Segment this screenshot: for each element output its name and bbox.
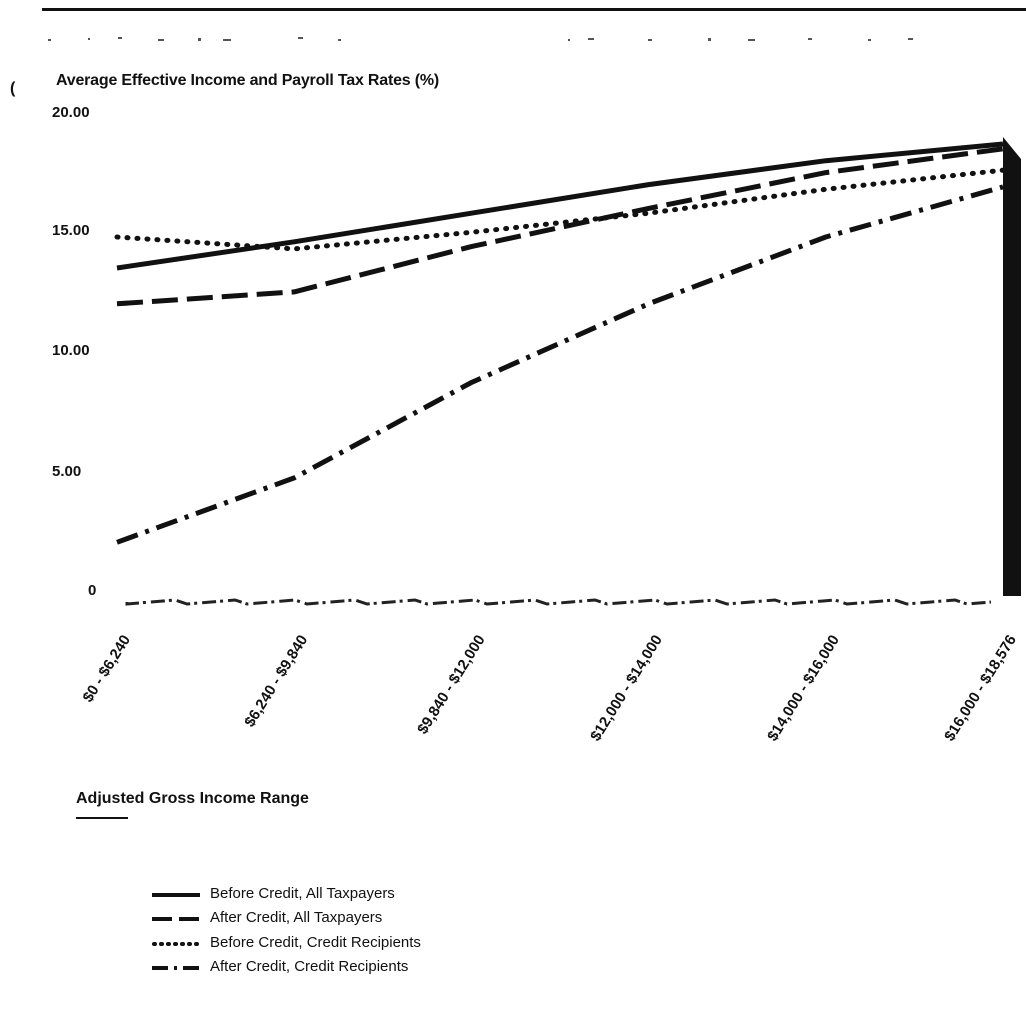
legend-swatch-dotted xyxy=(152,942,202,946)
y-tick-label: 20.00 xyxy=(52,104,90,121)
y-tick-label: 0 xyxy=(88,582,97,599)
legend-swatch-dashdot xyxy=(152,966,200,970)
line-chart xyxy=(114,137,1021,606)
legend-swatch-solid xyxy=(152,893,200,897)
y-tick-label: 15.00 xyxy=(52,222,90,239)
x-axis-line xyxy=(125,598,992,606)
plot-right-wall xyxy=(1003,137,1021,596)
x-axis-title: Adjusted Gross Income Range xyxy=(76,790,309,807)
series-line-dashdot xyxy=(116,184,1004,545)
stray-mark: ( xyxy=(10,80,16,97)
scan-noise xyxy=(48,37,913,41)
y-tick-label: 10.00 xyxy=(52,342,90,359)
y-tick-label: 5.00 xyxy=(52,463,82,480)
series-line-dashed xyxy=(116,146,1004,307)
legend-swatch-dashed xyxy=(152,917,200,921)
legend-label: Before Credit, All Taxpayers xyxy=(210,885,395,902)
legend-label: After Credit, All Taxpayers xyxy=(210,909,383,926)
series-line-solid xyxy=(116,141,1004,271)
top-rule xyxy=(42,8,1026,11)
y-axis-title: Average Effective Income and Payroll Tax… xyxy=(56,72,440,89)
legend-label: After Credit, Credit Recipients xyxy=(210,958,409,975)
series-line-dotted xyxy=(114,167,1006,252)
x-axis-title-underline xyxy=(76,817,128,819)
legend-label: Before Credit, Credit Recipients xyxy=(210,934,421,951)
